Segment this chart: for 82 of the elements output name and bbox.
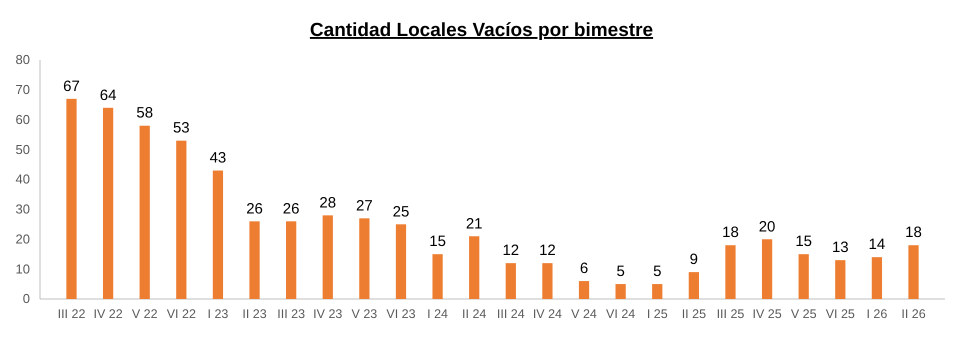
x-tick-label: VI 22 — [166, 306, 196, 321]
x-tick-label: I 23 — [207, 306, 228, 321]
data-label: 18 — [722, 224, 739, 242]
data-label: 20 — [758, 218, 776, 236]
x-tick-label: VI 23 — [386, 306, 416, 321]
bar — [396, 224, 406, 299]
x-tick-label: IV 22 — [94, 306, 123, 321]
data-label: 26 — [246, 200, 263, 218]
bar — [798, 254, 809, 299]
data-label: 18 — [905, 224, 922, 242]
bar — [359, 218, 370, 299]
data-label: 15 — [795, 233, 812, 250]
x-tick-label: II 26 — [901, 306, 926, 321]
bar — [66, 98, 77, 299]
x-tick-label: V 24 — [571, 306, 597, 321]
bar — [469, 236, 480, 299]
x-tick-label: I 25 — [646, 306, 668, 321]
y-tick-label: 0 — [22, 291, 30, 306]
data-label: 26 — [282, 200, 300, 218]
y-tick-label: 80 — [16, 52, 30, 68]
x-tick-label: VI 25 — [826, 306, 855, 321]
y-tick-label: 40 — [16, 172, 30, 187]
data-label: 58 — [136, 104, 154, 122]
data-label: 21 — [466, 215, 483, 232]
x-tick-label: II 25 — [682, 306, 706, 321]
x-tick-label: IV 25 — [752, 306, 782, 321]
x-tick-label: III 24 — [496, 306, 525, 321]
bar — [872, 257, 882, 299]
data-label: 53 — [172, 120, 190, 137]
bar — [322, 215, 333, 299]
data-label: 67 — [63, 78, 80, 95]
x-tick-label: IV 24 — [532, 306, 562, 321]
bar — [176, 140, 186, 299]
data-label: 13 — [832, 239, 849, 256]
data-label: 28 — [319, 194, 336, 212]
x-tick-label: V 22 — [132, 306, 158, 321]
x-tick-label: V 25 — [790, 306, 817, 321]
bar — [286, 221, 296, 299]
x-tick-label: III 25 — [716, 306, 744, 321]
y-tick-label: 50 — [16, 142, 30, 157]
bar — [835, 260, 846, 299]
bar — [725, 245, 736, 299]
bar — [908, 245, 919, 299]
bar — [212, 170, 224, 299]
data-label: 6 — [580, 260, 588, 278]
bar — [102, 108, 114, 299]
x-tick-label: V 23 — [352, 306, 378, 321]
x-tick-label: I 26 — [866, 306, 888, 321]
y-tick-label: 10 — [16, 261, 30, 276]
y-tick-label: 70 — [16, 82, 30, 98]
y-tick-label: 30 — [16, 202, 30, 217]
bar — [762, 239, 772, 299]
data-label: 64 — [100, 86, 116, 104]
data-label: 43 — [210, 150, 226, 167]
data-label: 27 — [356, 197, 373, 214]
x-tick-label: III 23 — [277, 306, 306, 321]
bar — [688, 272, 699, 299]
y-tick-label: 20 — [16, 231, 30, 246]
data-label: 14 — [868, 236, 886, 254]
data-label: 9 — [690, 251, 698, 268]
x-tick-label: II 24 — [462, 306, 486, 321]
x-tick-label: II 23 — [242, 306, 267, 321]
y-tick-label: 60 — [16, 112, 30, 127]
bar — [140, 126, 150, 299]
data-label: 25 — [392, 203, 410, 220]
bar — [652, 284, 662, 299]
x-tick-label: VI 24 — [606, 306, 636, 321]
data-label: 5 — [616, 263, 625, 280]
bar — [578, 281, 590, 299]
data-label: 15 — [429, 233, 446, 250]
bar — [506, 263, 516, 299]
bar — [616, 284, 626, 299]
chart-title: Cantidad Locales Vacíos por bimestre — [310, 20, 654, 41]
x-tick-label: III 22 — [58, 306, 86, 321]
data-label: 12 — [502, 242, 520, 260]
x-tick-label: IV 23 — [313, 306, 342, 321]
x-tick-label: I 24 — [427, 306, 448, 321]
data-label: 12 — [539, 242, 556, 260]
data-label: 5 — [653, 263, 662, 280]
bar — [542, 263, 553, 299]
bar — [249, 221, 260, 299]
bar — [432, 254, 443, 299]
